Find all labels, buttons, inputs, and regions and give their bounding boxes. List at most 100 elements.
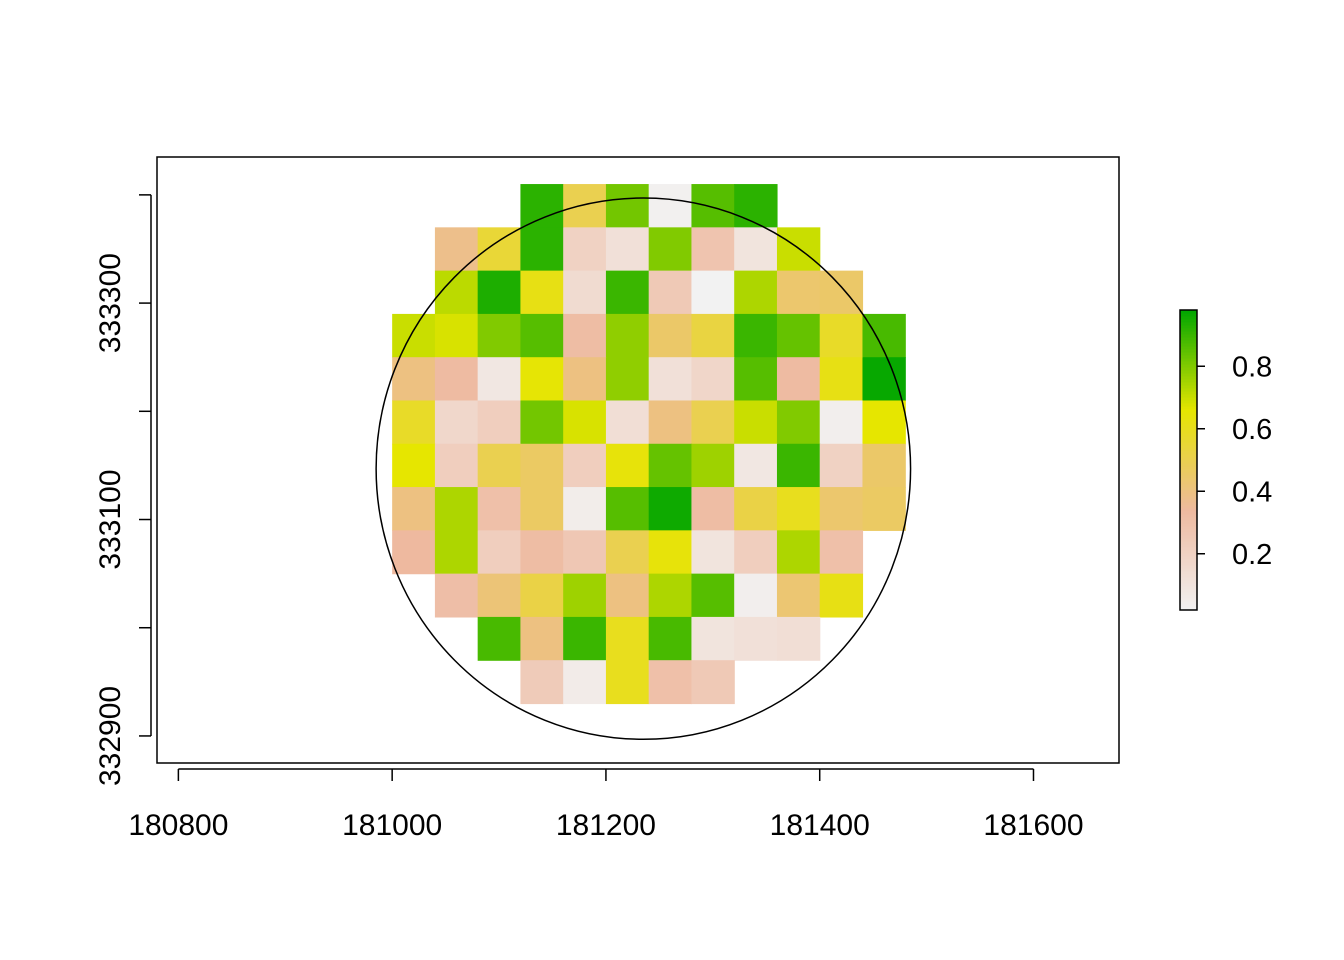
raster-cell — [563, 660, 607, 705]
legend-swatch — [1180, 577, 1197, 581]
raster-cell — [734, 227, 778, 272]
legend-swatch — [1180, 589, 1197, 593]
legend-swatch — [1180, 382, 1197, 386]
legend-swatch — [1180, 583, 1197, 587]
raster-cell — [776, 400, 821, 445]
legend-swatch — [1180, 325, 1197, 329]
legend-swatch — [1180, 466, 1197, 470]
legend-swatch — [1180, 586, 1197, 590]
legend-swatch — [1180, 319, 1197, 323]
legend-swatch — [1180, 568, 1197, 572]
y-tick-label: 333100 — [94, 469, 127, 569]
raster-cell — [691, 487, 735, 531]
legend-swatch — [1180, 493, 1197, 497]
legend-swatch — [1180, 532, 1197, 536]
raster-cell — [477, 270, 522, 315]
raster-cell — [734, 184, 778, 228]
legend-swatch — [1180, 439, 1197, 443]
legend-swatch — [1180, 469, 1197, 473]
raster-cell — [648, 400, 693, 445]
raster-cell — [648, 573, 693, 618]
raster-cell — [477, 530, 522, 575]
legend-swatch — [1180, 571, 1197, 575]
legend-swatch — [1180, 574, 1197, 578]
raster-cell — [520, 487, 564, 531]
legend-swatch — [1180, 547, 1197, 551]
legend-swatch — [1180, 514, 1197, 518]
legend-swatch — [1180, 349, 1197, 353]
legend-swatch — [1180, 391, 1197, 395]
raster-cell — [434, 530, 479, 575]
legend-swatch — [1180, 529, 1197, 533]
y-tick-label: 333300 — [94, 253, 127, 353]
raster-cell — [477, 616, 522, 661]
raster-cell — [734, 357, 778, 402]
legend-swatch — [1180, 388, 1197, 392]
legend-swatch — [1180, 346, 1197, 350]
legend-swatch — [1180, 445, 1197, 449]
raster-cell — [563, 313, 607, 358]
legend-frame — [1179, 309, 1198, 611]
legend-swatch — [1180, 454, 1197, 458]
legend-swatch — [1180, 556, 1197, 560]
raster-cell — [520, 443, 564, 488]
legend-swatch — [1180, 412, 1197, 416]
legend-swatch — [1180, 595, 1197, 599]
raster-cell — [734, 400, 778, 445]
raster-cell — [520, 530, 564, 575]
raster-cell — [776, 530, 821, 575]
raster-cell — [819, 573, 864, 618]
y-axis: 332900 333100 333300 — [94, 194, 152, 786]
legend-tick-label: 0.2 — [1232, 539, 1272, 571]
raster-cell — [734, 270, 778, 315]
raster-cell — [392, 400, 436, 445]
x-tick-label: 180800 — [128, 809, 228, 842]
raster-cell — [605, 487, 650, 531]
raster-cell — [434, 313, 479, 358]
legend-swatch — [1180, 481, 1197, 485]
raster-cell — [605, 270, 650, 315]
raster-cell — [734, 573, 778, 618]
legend-swatch — [1180, 358, 1197, 362]
raster-cell — [392, 443, 436, 488]
legend-swatch — [1180, 562, 1197, 566]
x-tick-label: 181000 — [342, 809, 442, 842]
legend-swatch — [1180, 373, 1197, 377]
raster-cell — [605, 184, 650, 228]
raster-cell — [605, 530, 650, 575]
legend-swatch — [1180, 451, 1197, 455]
legend-swatch — [1180, 553, 1197, 557]
raster-cell — [563, 400, 607, 445]
raster-cell — [392, 530, 436, 575]
raster-cell — [563, 227, 607, 272]
legend-swatch — [1180, 505, 1197, 509]
raster-cell — [734, 443, 778, 488]
legend-swatch — [1180, 421, 1197, 425]
raster-cell — [392, 313, 436, 358]
raster-cell — [563, 184, 607, 228]
raster-cell — [819, 487, 864, 531]
raster-cell — [434, 270, 479, 315]
raster-cell — [819, 443, 864, 488]
raster-cell — [392, 357, 436, 402]
x-axis: 180800 181000 181200 181400 181600 — [128, 768, 1084, 842]
raster-cell — [648, 487, 693, 531]
legend-swatch — [1180, 607, 1197, 611]
legend-swatch — [1180, 517, 1197, 521]
legend-swatch — [1180, 598, 1197, 602]
raster-cell — [648, 270, 693, 315]
raster-cell — [776, 487, 821, 531]
raster-cell — [563, 357, 607, 402]
raster-cell — [434, 443, 479, 488]
legend-swatch — [1180, 535, 1197, 539]
raster-cell — [520, 357, 564, 402]
raster-cell — [648, 660, 693, 705]
raster-cell — [605, 660, 650, 705]
legend-tick-label: 0.6 — [1232, 414, 1272, 446]
raster-cell — [520, 616, 564, 661]
raster-cell — [648, 443, 693, 488]
raster-cell — [776, 270, 821, 315]
raster-cell — [520, 660, 564, 705]
raster-cell — [734, 313, 778, 358]
